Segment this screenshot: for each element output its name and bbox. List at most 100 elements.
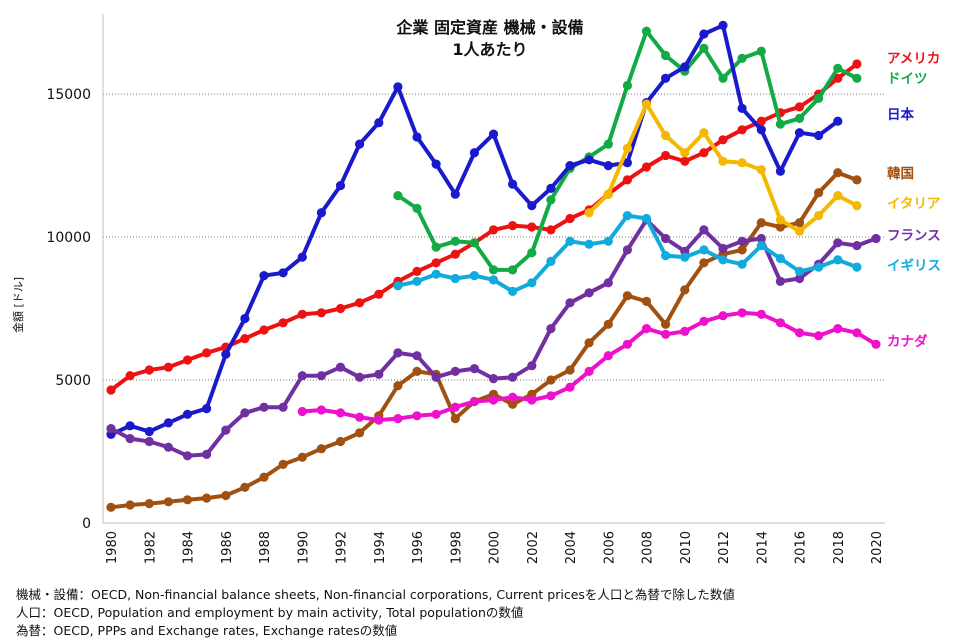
data-point-korea-1982 — [144, 499, 154, 509]
x-tick-label: 1988 — [258, 531, 273, 564]
x-tick-label: 2000 — [488, 531, 503, 564]
data-point-canada-2005 — [584, 366, 594, 376]
series-japan — [106, 20, 843, 439]
data-point-italy-2017 — [814, 211, 824, 221]
data-point-france-2000 — [488, 374, 499, 384]
series-korea — [106, 168, 862, 512]
data-point-italy-2018 — [833, 191, 843, 201]
data-point-italy-2012 — [718, 156, 728, 166]
data-point-korea-1995 — [393, 381, 403, 391]
data-point-uk-2017 — [814, 262, 824, 272]
data-point-germany-2011 — [699, 43, 709, 53]
data-point-france-1993 — [355, 372, 365, 382]
data-point-france-1997 — [431, 372, 441, 382]
data-point-italy-2005 — [584, 208, 594, 218]
data-point-canada-1992 — [335, 408, 346, 418]
data-point-germany-2014 — [756, 46, 766, 56]
x-tick-label: 2020 — [870, 531, 885, 564]
data-point-france-2015 — [775, 276, 786, 286]
data-point-usa-1987 — [240, 334, 250, 344]
data-point-usa-1990 — [297, 309, 307, 319]
data-point-germany-2018 — [833, 63, 843, 73]
data-point-usa-2018 — [833, 73, 843, 83]
data-point-canada-1998 — [450, 402, 460, 412]
data-point-japan-1996 — [412, 132, 422, 142]
data-point-usa-1983 — [163, 362, 173, 372]
data-point-italy-2006 — [603, 189, 613, 199]
data-point-korea-2009 — [661, 319, 671, 329]
data-point-korea-2010 — [680, 285, 690, 295]
data-point-italy-2007 — [622, 143, 633, 153]
data-point-japan-2005 — [584, 155, 594, 165]
data-point-usa-2000 — [488, 225, 499, 235]
data-point-canada-1994 — [374, 415, 384, 425]
data-point-canada-2011 — [699, 316, 709, 326]
data-point-korea-2013 — [737, 245, 747, 255]
x-tick-label: 2018 — [832, 531, 847, 564]
data-point-uk-2009 — [661, 251, 671, 261]
data-point-germany-1998 — [450, 236, 460, 246]
data-point-japan-2003 — [546, 183, 556, 193]
data-point-france-1987 — [240, 408, 250, 418]
data-point-italy-2013 — [737, 158, 747, 168]
data-point-japan-1983 — [163, 418, 173, 428]
data-point-japan-1987 — [240, 313, 250, 324]
data-point-japan-2018 — [833, 116, 843, 126]
y-tick-label: 15000 — [46, 87, 91, 103]
data-point-uk-2016 — [794, 266, 805, 276]
data-point-france-1984 — [182, 451, 193, 461]
series-usa — [106, 59, 862, 395]
data-point-canada-2000 — [488, 395, 499, 405]
y-tick-label: 0 — [82, 516, 91, 532]
data-point-japan-2001 — [507, 179, 518, 189]
data-point-france-2006 — [603, 278, 613, 288]
data-point-france-1985 — [202, 449, 212, 459]
x-tick-label: 2006 — [602, 531, 617, 564]
data-point-usa-1989 — [278, 318, 288, 328]
data-point-usa-1993 — [355, 298, 365, 308]
data-point-japan-2013 — [737, 103, 747, 113]
data-point-france-2009 — [661, 233, 671, 244]
data-point-france-1980 — [106, 424, 116, 434]
data-point-uk-1998 — [450, 273, 460, 284]
x-tick-label: 1986 — [220, 531, 235, 564]
data-point-japan-2004 — [565, 161, 575, 171]
series-uk — [393, 211, 862, 296]
data-point-japan-1991 — [316, 208, 326, 218]
data-point-france-1999 — [469, 364, 479, 374]
data-point-germany-2003 — [546, 195, 556, 205]
data-point-canada-1999 — [469, 396, 479, 407]
series-germany — [393, 26, 862, 275]
data-point-korea-1991 — [316, 444, 326, 454]
data-point-usa-1985 — [202, 348, 212, 358]
data-point-usa-2003 — [546, 225, 556, 235]
legend-label-germany: ドイツ — [887, 71, 928, 87]
data-point-uk-2000 — [488, 275, 499, 285]
data-point-usa-1980 — [106, 385, 116, 395]
data-point-uk-2018 — [833, 255, 843, 265]
data-point-uk-2008 — [641, 213, 652, 224]
data-point-canada-2012 — [718, 311, 728, 321]
data-point-usa-2014 — [756, 116, 766, 126]
legend-label-japan: 日本 — [887, 106, 915, 123]
data-point-germany-2000 — [488, 265, 499, 275]
data-point-italy-2015 — [775, 215, 786, 225]
data-point-france-2020 — [871, 233, 881, 244]
data-point-korea-2008 — [641, 296, 652, 306]
axes — [102, 14, 885, 524]
data-point-japan-1995 — [393, 82, 403, 92]
data-point-germany-2017 — [814, 93, 824, 103]
data-point-germany-2002 — [527, 248, 537, 258]
x-tick-label: 2016 — [794, 531, 809, 564]
data-point-france-1996 — [412, 351, 422, 361]
data-point-germany-1996 — [412, 203, 422, 213]
data-point-korea-1998 — [450, 414, 460, 424]
data-point-uk-2010 — [680, 252, 690, 262]
data-point-japan-2007 — [622, 158, 633, 168]
data-point-france-2005 — [584, 288, 594, 298]
y-tick-labels: 0 5000 10000 15000 — [46, 87, 91, 532]
data-point-canada-2020 — [871, 339, 881, 349]
data-point-uk-2004 — [565, 236, 575, 246]
data-point-uk-1996 — [412, 276, 422, 286]
